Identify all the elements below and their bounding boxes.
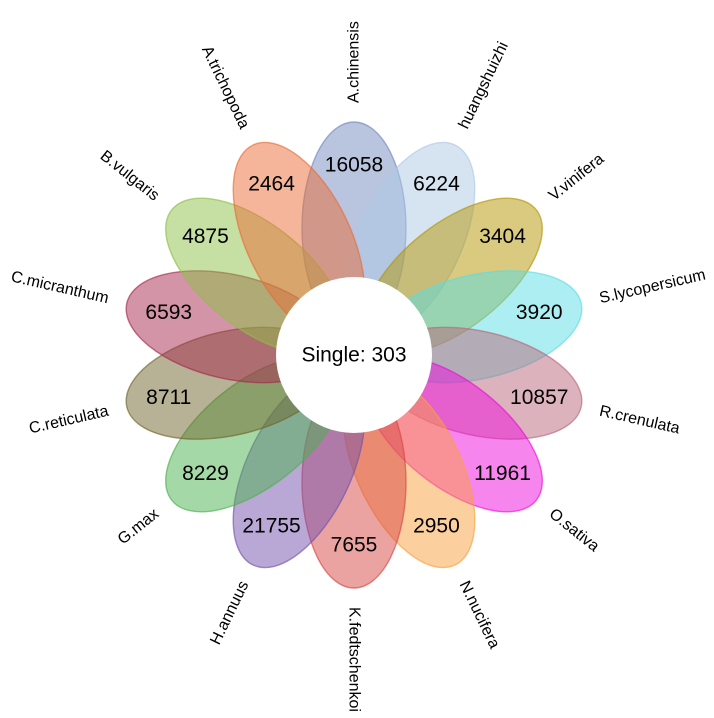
species-label-c-micranthum: C.micranthum	[9, 268, 110, 307]
species-label-v-vinifera: V.vinifera	[546, 151, 608, 205]
species-label-a-chinensis: A.chinensis	[346, 21, 363, 103]
species-label-g-max: G.max	[115, 505, 162, 548]
count-k-fedtschenkoi: 7655	[331, 534, 378, 557]
count-a-chinensis: 16058	[325, 154, 383, 177]
count-o-sativa: 11961	[474, 462, 531, 485]
species-label-s-lycopersicum: S.lycopersicum	[598, 266, 708, 307]
count-s-lycopersicum: 3920	[516, 301, 563, 324]
center-single-label: Single: 303	[301, 344, 406, 367]
center-circle	[276, 277, 432, 433]
count-n-nucifera: 2950	[413, 515, 460, 538]
species-label-k-fedtschenkoi: K.fedtschenkoi	[346, 607, 363, 712]
species-label-a-trichopoda: A.trichopoda	[198, 43, 252, 131]
count-v-vinifera: 3404	[479, 225, 526, 248]
species-label-huangshuizhi: huangshuizhi	[456, 39, 512, 131]
species-label-h-annuus: H.annuus	[207, 578, 252, 647]
species-label-b-vulgaris: B.vulgaris	[97, 147, 163, 204]
count-c-micranthum: 6593	[145, 301, 192, 324]
count-b-vulgaris: 4875	[182, 225, 229, 248]
species-label-o-sativa: O.sativa	[546, 505, 603, 555]
count-a-trichopoda: 2464	[248, 172, 295, 195]
count-r-crenulata: 10857	[510, 386, 568, 409]
species-label-r-crenulata: R.crenulata	[598, 403, 682, 438]
count-c-reticulata: 8711	[146, 386, 191, 409]
species-label-c-reticulata: C.reticulata	[28, 403, 111, 438]
count-h-annuus: 21755	[242, 515, 300, 538]
count-huangshuizhi: 6224	[413, 172, 460, 195]
species-label-n-nucifera: N.nucifera	[456, 578, 503, 651]
count-g-max: 8229	[182, 462, 229, 485]
